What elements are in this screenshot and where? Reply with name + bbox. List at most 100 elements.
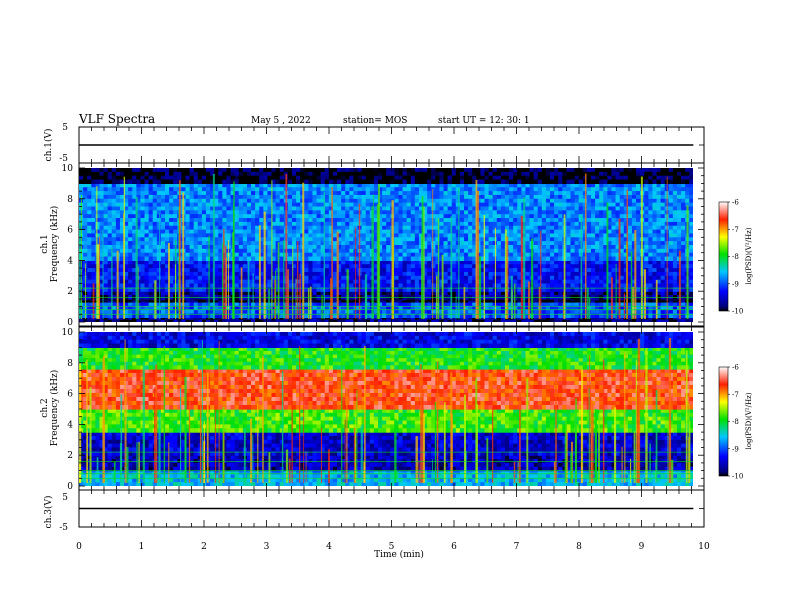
spectrogram-cell bbox=[259, 271, 264, 277]
spectrogram-cell bbox=[214, 301, 219, 307]
spectrogram-cell bbox=[550, 187, 555, 192]
spectrogram-cell bbox=[324, 206, 330, 211]
spectrogram-cell bbox=[509, 194, 514, 200]
spectrogram-cell bbox=[459, 229, 465, 235]
spectrogram-cell bbox=[615, 221, 621, 227]
spectrogram-cell bbox=[447, 319, 453, 322]
spectrogram-cell bbox=[668, 268, 674, 273]
spectrogram-cell bbox=[414, 291, 420, 296]
spectrogram-cell bbox=[173, 218, 178, 223]
spectrogram-cell bbox=[320, 313, 326, 318]
spectrogram-cell bbox=[615, 298, 621, 302]
spectrogram-cell bbox=[464, 279, 469, 285]
spectrogram-cell bbox=[132, 221, 137, 227]
spectrogram-cell bbox=[644, 264, 649, 269]
spectrogram-cell bbox=[566, 194, 572, 200]
spectrogram-cell bbox=[586, 202, 592, 208]
spectrogram-cell bbox=[201, 283, 207, 288]
spectrogram-cell bbox=[259, 225, 264, 231]
spectrogram-cell bbox=[484, 198, 490, 204]
spectrogram-cell bbox=[185, 183, 191, 188]
spectrogram-cell bbox=[156, 264, 162, 269]
spectrogram-cell bbox=[566, 202, 572, 208]
spectrogram-cell bbox=[558, 214, 563, 219]
spectrogram-cell bbox=[259, 183, 264, 188]
spectrogram-cell bbox=[406, 309, 412, 315]
spectrogram-cell bbox=[296, 291, 301, 296]
spectrogram-cell bbox=[132, 225, 137, 231]
spectrogram-cell bbox=[599, 291, 604, 296]
spectrogram-cell bbox=[156, 214, 162, 219]
spectrogram-cell bbox=[296, 305, 301, 311]
spectrogram-cell bbox=[410, 309, 416, 315]
spectrogram-cell bbox=[488, 202, 494, 208]
spectrogram-cell bbox=[296, 202, 301, 208]
spectrogram-cell bbox=[316, 317, 322, 321]
spectrogram-cell bbox=[218, 233, 223, 238]
spectrogram-cell bbox=[410, 271, 416, 277]
spectrogram-cell bbox=[271, 287, 277, 292]
spectrogram-cell bbox=[230, 218, 236, 223]
spectrogram-cell bbox=[644, 187, 649, 192]
spectrogram-cell bbox=[472, 268, 477, 273]
spectrogram-cell bbox=[291, 283, 297, 288]
spectrogram-cell bbox=[615, 287, 621, 292]
spectrogram-cell bbox=[255, 271, 260, 277]
spectrogram-cell bbox=[615, 319, 621, 322]
spectrogram-cell bbox=[337, 283, 342, 288]
spectrogram-cell bbox=[128, 218, 133, 223]
spectrogram-cell bbox=[513, 275, 518, 281]
spectrogram-cell bbox=[316, 298, 322, 302]
spectrogram-cell bbox=[603, 319, 608, 322]
spectrogram-cell bbox=[640, 319, 645, 322]
spectrogram-cell bbox=[648, 305, 654, 311]
spectrogram-cell bbox=[603, 291, 608, 296]
spectrogram-cell bbox=[517, 287, 522, 292]
spectrogram-cell bbox=[611, 210, 617, 215]
spectrogram-cell bbox=[537, 210, 543, 215]
spectrogram-cell bbox=[169, 202, 174, 208]
spectrogram-cell bbox=[545, 237, 551, 242]
spectrogram-cell bbox=[320, 229, 326, 235]
spectrogram-cell bbox=[545, 194, 551, 200]
spectrogram-cell bbox=[472, 283, 477, 288]
spectrogram-cell bbox=[586, 229, 592, 235]
spectrogram-cell bbox=[627, 275, 633, 281]
spectrogram-cell bbox=[169, 233, 174, 238]
spectrogram-cell bbox=[431, 237, 436, 242]
spectrogram-cell bbox=[410, 237, 416, 242]
spectrogram-cell bbox=[439, 233, 445, 238]
spectrogram-cell bbox=[615, 191, 621, 196]
spectrogram-cell bbox=[578, 210, 584, 215]
spectrogram-cell bbox=[214, 221, 219, 227]
spectrogram-cell bbox=[541, 187, 547, 192]
spectrogram-cell bbox=[447, 198, 453, 204]
spectrogram-cell bbox=[443, 283, 449, 288]
spectrogram-cell bbox=[328, 218, 334, 223]
spectrogram-cell bbox=[570, 225, 576, 231]
spectrogram-cell bbox=[513, 291, 518, 296]
spectrogram-cell bbox=[570, 233, 576, 238]
spectrogram-cell bbox=[525, 298, 531, 302]
spectrogram-cell bbox=[324, 187, 330, 192]
spectrogram-cell bbox=[394, 191, 400, 196]
spectrogram-cell bbox=[259, 194, 264, 200]
spectrogram-cell bbox=[205, 268, 211, 273]
spectrogram-cell bbox=[607, 237, 613, 242]
spectrogram-cell bbox=[119, 187, 125, 192]
spectrogram-cell bbox=[554, 218, 559, 223]
spectrogram-cell bbox=[636, 287, 641, 292]
spectrogram-cell bbox=[349, 206, 355, 211]
spectrogram-cell bbox=[312, 319, 318, 322]
spectrogram-cell bbox=[631, 198, 637, 204]
spectrogram-cell bbox=[464, 305, 469, 311]
spectrogram-cell bbox=[681, 260, 686, 265]
spectrogram-cell bbox=[500, 319, 506, 322]
spectrogram-cell bbox=[570, 298, 576, 302]
spectrogram-cell bbox=[627, 301, 633, 307]
spectrogram-cell bbox=[435, 283, 441, 288]
spectrogram-cell bbox=[230, 206, 236, 211]
spectrogram-cell bbox=[586, 237, 592, 242]
spectrogram-cell bbox=[418, 202, 424, 208]
spectrogram-cell bbox=[447, 187, 453, 192]
